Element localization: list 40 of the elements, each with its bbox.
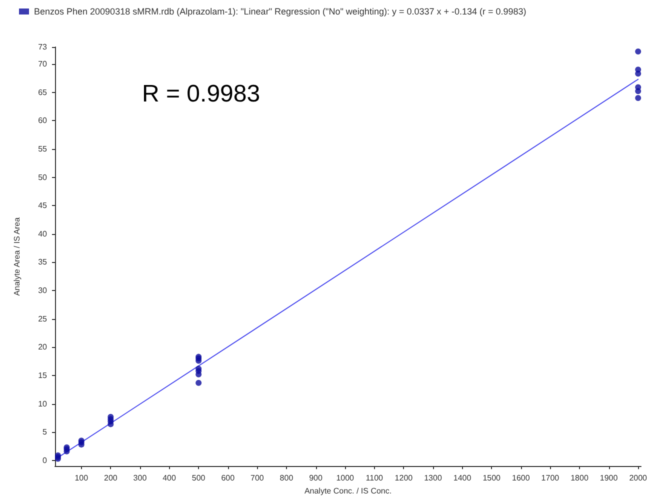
legend-label: Benzos Phen 20090318 sMRM.rdb (Alprazolam-1): "Linear" Regression ("No" weighting): y = 0.0337 x + -0.134 (r = 0.9983) [34, 6, 526, 16]
y-tick-label: 45 [38, 201, 48, 210]
x-tick-label: 500 [192, 474, 206, 483]
y-tick-label: 5 [42, 428, 48, 437]
y-tick-label: 15 [38, 370, 48, 380]
x-tick-label: 700 [250, 474, 264, 483]
x-tick-label: 1500 [482, 474, 502, 483]
x-tick-label: 2000 [629, 474, 648, 483]
y-tick-label: 0 [42, 456, 48, 465]
x-tick-label: 1200 [394, 474, 414, 483]
y-tick-label: 40 [38, 229, 48, 238]
y-tick-label: 50 [38, 172, 48, 182]
x-tick-label: 1100 [366, 474, 384, 483]
x-tick-label: 900 [309, 474, 324, 483]
x-tick-label: 1700 [541, 474, 560, 483]
x-tick-label: 1300 [424, 474, 442, 483]
x-tick-label: 300 [133, 474, 148, 483]
x-tick-label: 400 [162, 474, 176, 483]
x-tick-label: 1400 [453, 474, 472, 483]
x-tick-label: 1900 [600, 474, 618, 483]
y-tick-label: 25 [38, 314, 48, 324]
x-tick-label: 600 [221, 474, 236, 483]
y-tick-label: 55 [38, 144, 48, 154]
x-tick-label: 1600 [512, 474, 530, 483]
y-tick-label: 10 [38, 399, 48, 408]
x-tick-label: 800 [280, 474, 294, 483]
y-tick-label: 60 [38, 116, 48, 126]
y-tick-label: 65 [38, 88, 48, 97]
y-tick-label: 70 [38, 59, 48, 68]
y-tick-label: 73 [38, 42, 48, 52]
y-tick-label: 30 [38, 286, 48, 296]
y-tick-label: 35 [38, 258, 48, 267]
annotation: R = 0.9983 [142, 80, 260, 108]
x-tick-label: 100 [74, 474, 89, 483]
y-tick-label: 20 [38, 342, 48, 352]
x-axis-title: Analyte Conc. / IS Conc. [304, 486, 392, 496]
x-tick-label: 200 [104, 474, 118, 483]
x-tick-label: 1000 [336, 474, 355, 483]
y-axis-title: Analyte Area / IS Area [12, 216, 22, 296]
x-tick-label: 1800 [570, 474, 589, 483]
